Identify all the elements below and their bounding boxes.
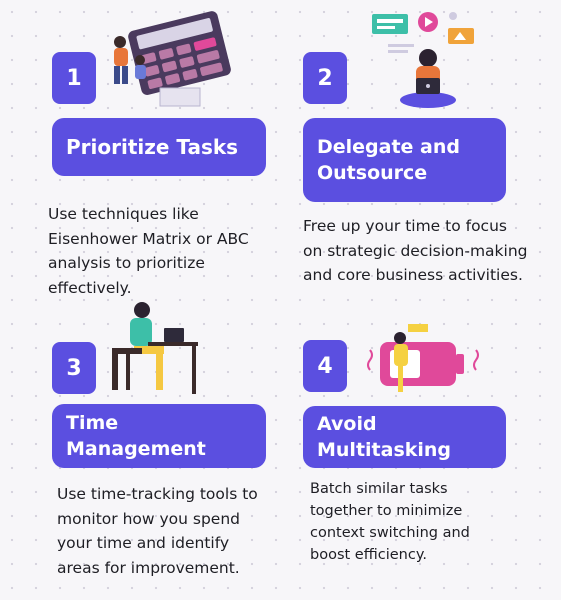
card-title-delegate-and-outsource: Delegate and Outsource: [303, 118, 506, 202]
card-text-prioritize-tasks: Use techniques like Eisenhower Matrix or…: [48, 205, 249, 297]
calculator-illustration: [114, 11, 231, 107]
card-title-avoid-multitasking: Avoid Multitasking: [303, 406, 506, 468]
card-text-avoid-multitasking: Batch similar tasks together to minimize…: [310, 481, 470, 563]
online-learning-illustration: [372, 12, 474, 108]
card-title-time-management: Time Management: [52, 404, 266, 468]
card-text-delegate-and-outsource: Free up your time to focus on strategic …: [303, 217, 528, 284]
step-number-3: 3: [52, 342, 96, 394]
card-title-prioritize-tasks: Prioritize Tasks: [52, 118, 266, 176]
step-number-1: 1: [52, 52, 96, 104]
person-at-desk-illustration: [112, 302, 198, 394]
step-number-4: 4: [303, 340, 347, 392]
step-number-2: 2: [303, 52, 347, 104]
card-text-time-management: Use time-tracking tools to monitor how y…: [57, 485, 258, 577]
battery-illustration: [367, 324, 479, 392]
